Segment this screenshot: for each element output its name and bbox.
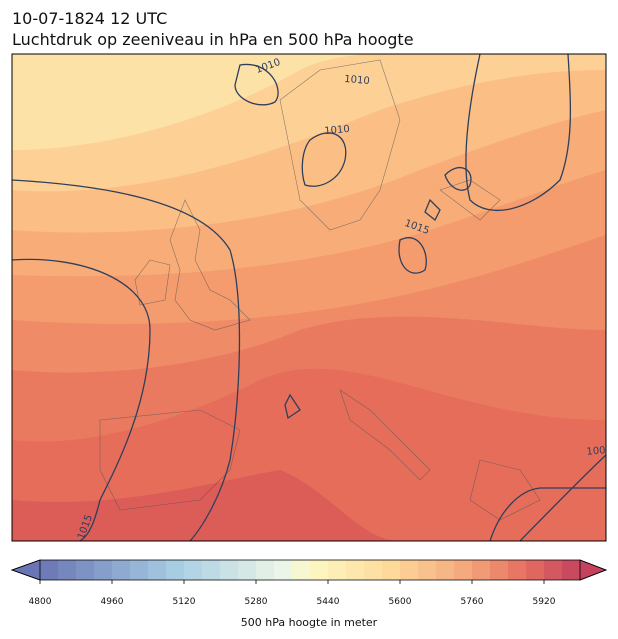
colorbar-block <box>436 560 455 580</box>
colorbar-block <box>328 560 347 580</box>
colorbar-block <box>418 560 437 580</box>
colorbar-block <box>346 560 365 580</box>
colorbar-block <box>148 560 167 580</box>
pressure-contours <box>12 54 606 541</box>
contour-label: 1010 <box>324 124 350 137</box>
colorbar-tick-label: 5920 <box>533 597 556 607</box>
colorbar-tick-label: 4800 <box>29 597 52 607</box>
map-title: Luchtdruk op zeeniveau in hPa en 500 hPa… <box>12 30 414 49</box>
colorbar-block <box>400 560 419 580</box>
colorbar-block <box>562 560 581 580</box>
colorbar-block <box>544 560 563 580</box>
colorbar-tick-label: 5440 <box>317 597 340 607</box>
colorbar-tick-label: 5760 <box>461 597 484 607</box>
colorbar-block <box>40 560 59 580</box>
colorbar-block <box>310 560 329 580</box>
colorbar-block <box>112 560 131 580</box>
colorbar-block <box>382 560 401 580</box>
colorbar-tick-label: 5280 <box>245 597 268 607</box>
contour-label: 1010 <box>344 74 370 87</box>
colorbar-arrow-high <box>579 559 608 581</box>
colorbar-block <box>472 560 491 580</box>
colorbar-block <box>454 560 473 580</box>
colorbar-block <box>526 560 545 580</box>
colorbar-block <box>94 560 113 580</box>
colorbar-block <box>238 560 257 580</box>
colorbar-arrow-low <box>10 559 41 581</box>
colorbar-block <box>508 560 527 580</box>
colorbar-block <box>202 560 221 580</box>
colorbar-block <box>184 560 203 580</box>
colorbar-block <box>490 560 509 580</box>
colorbar-block <box>130 560 149 580</box>
colorbar-tick-label: 5120 <box>173 597 196 607</box>
colorbar-block <box>256 560 275 580</box>
colorbar-block <box>274 560 293 580</box>
map-time: 10-07-1824 12 UTC <box>12 9 168 28</box>
colorbar-block <box>58 560 77 580</box>
colorbar-outline <box>10 559 608 581</box>
contour-label: 100 <box>586 445 606 458</box>
height-field <box>12 54 606 541</box>
colorbar-block <box>220 560 239 580</box>
colorbar: 4800 4960 5120 5280 5440 5600 5760 5920 <box>10 559 608 607</box>
map-frame <box>11 53 607 542</box>
colorbar-block <box>292 560 311 580</box>
colorbar-block <box>76 560 95 580</box>
colorbar-label: 500 hPa hoogte in meter <box>241 616 378 629</box>
colorbar-tick-label: 5600 <box>389 597 412 607</box>
coastlines <box>99 59 541 521</box>
colorbar-block <box>166 560 185 580</box>
colorbar-tick-label: 4960 <box>101 597 124 607</box>
colorbar-block <box>364 560 383 580</box>
